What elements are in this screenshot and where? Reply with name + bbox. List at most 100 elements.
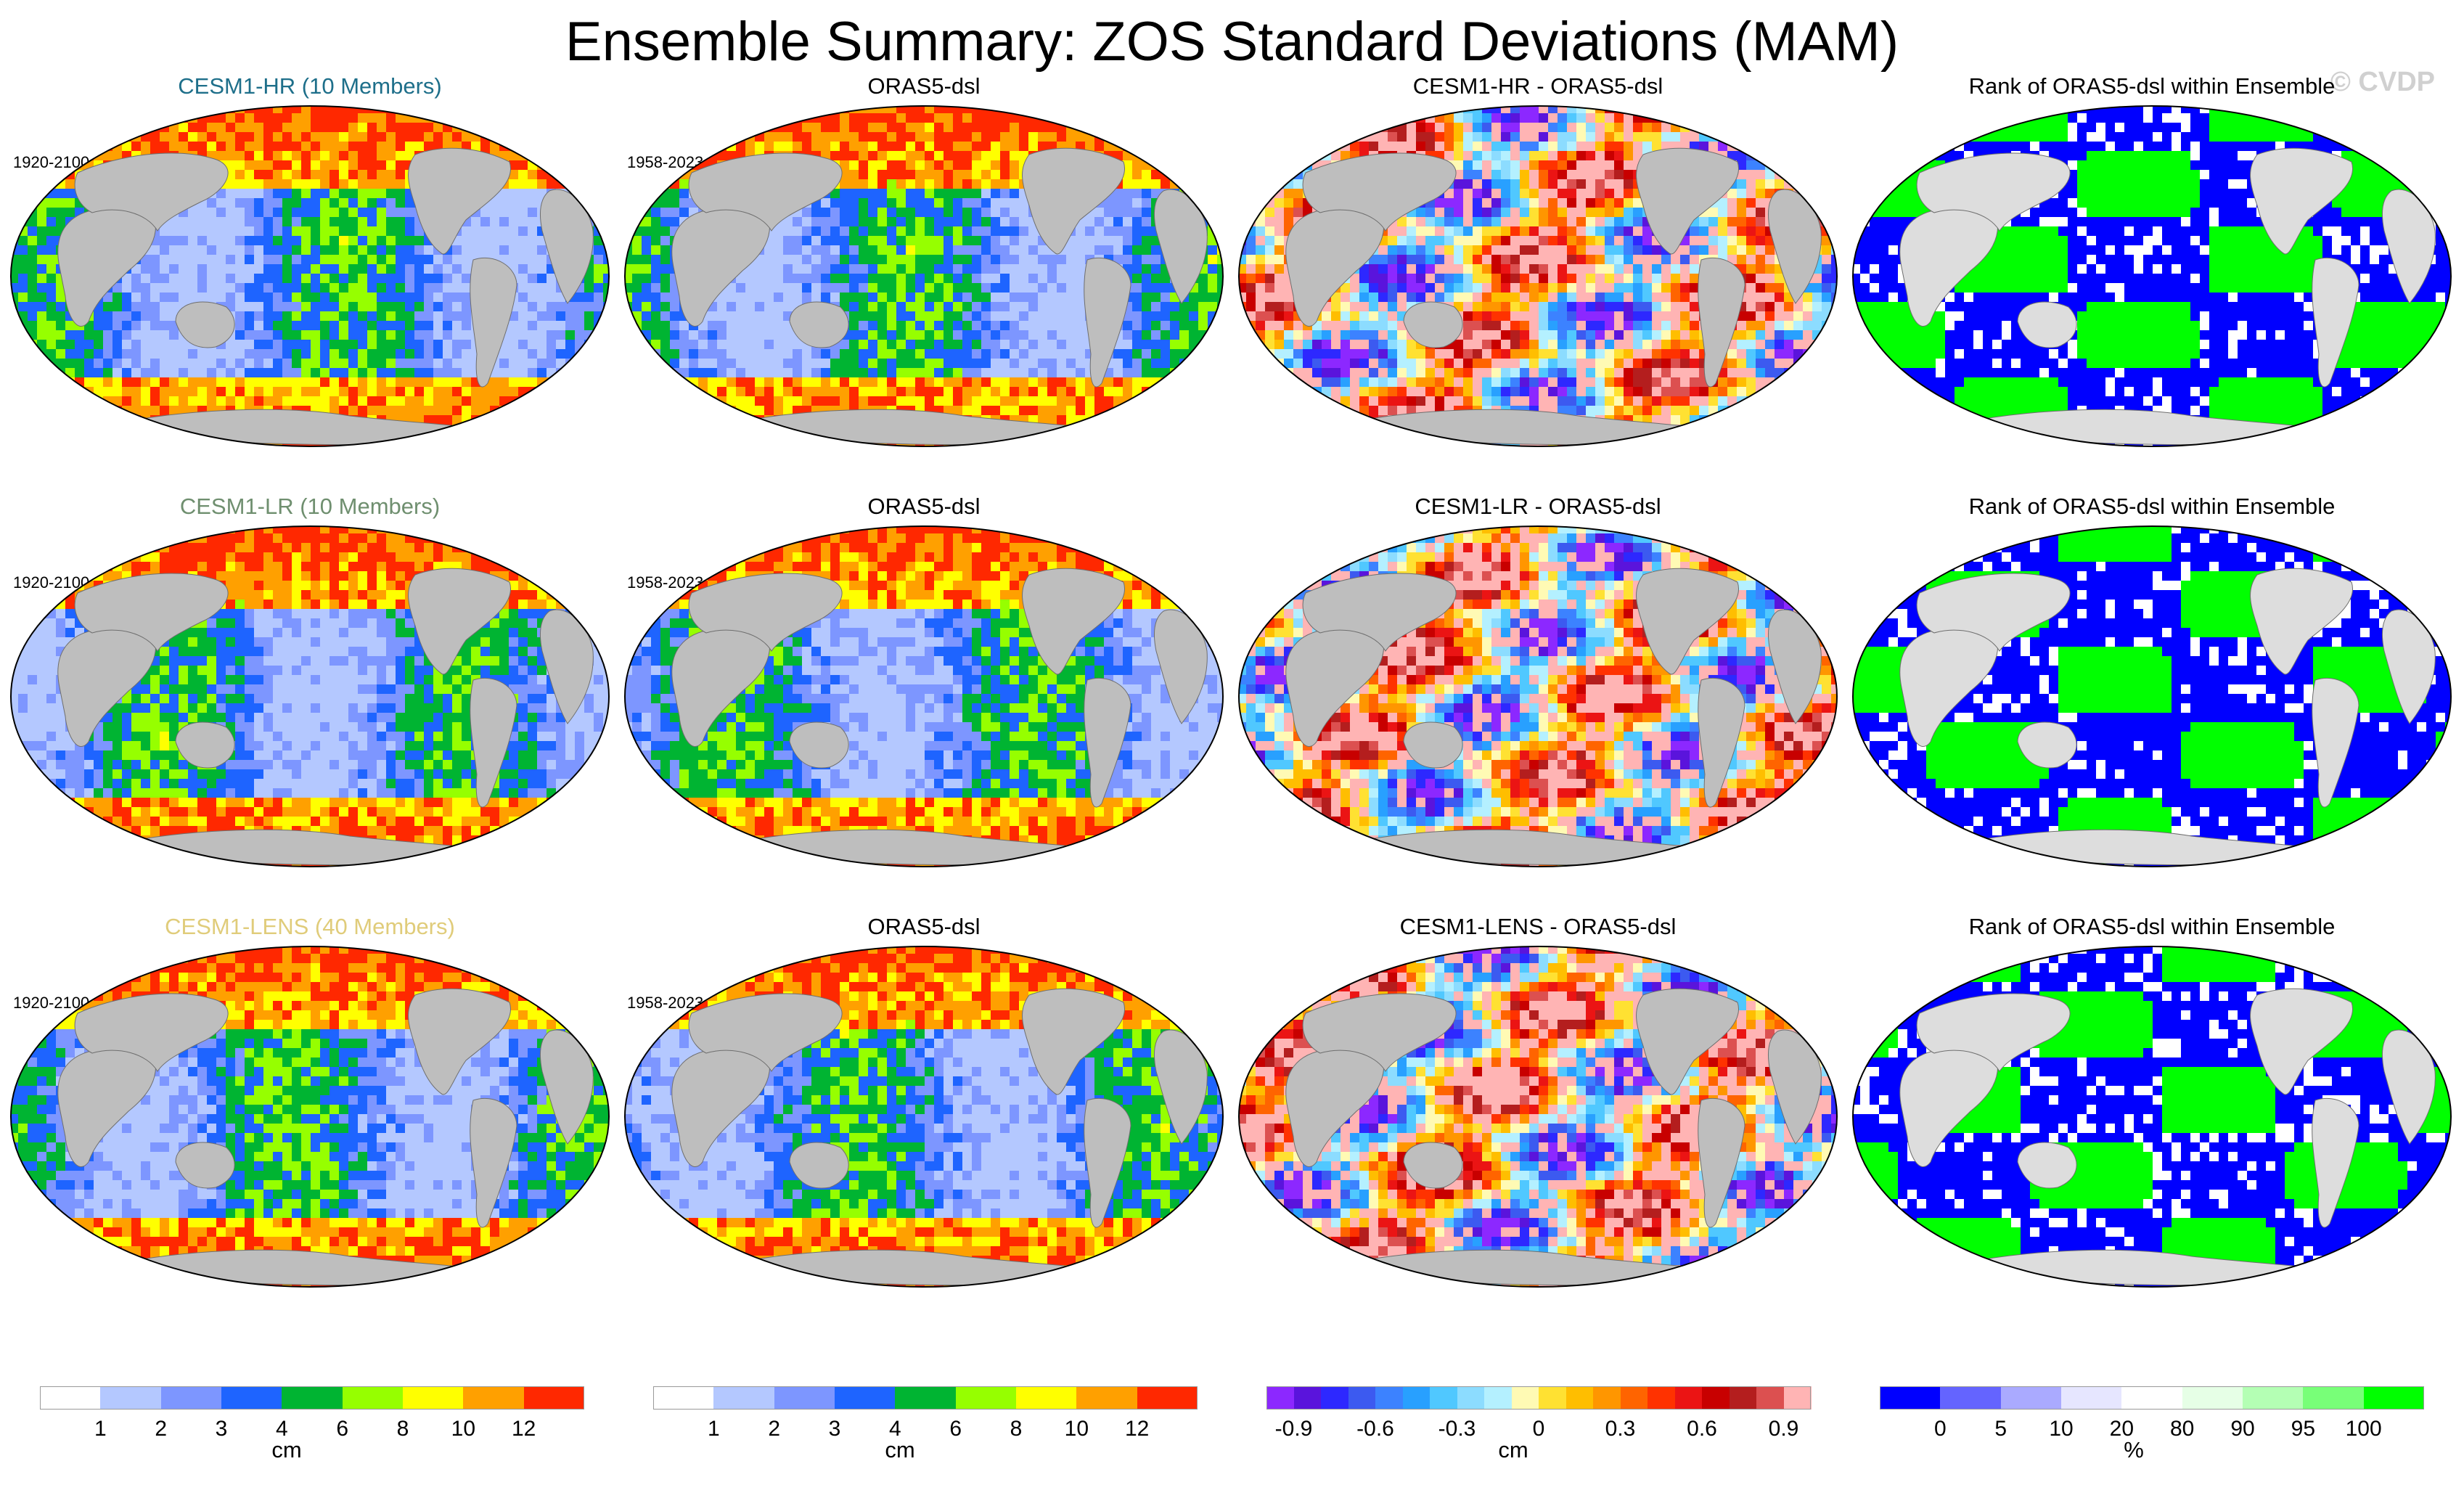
landmass: [671, 1040, 771, 1167]
landmass: [57, 200, 157, 327]
colorbar-swatch: [1402, 1386, 1430, 1410]
colorbar-tick-label: 12: [1125, 1417, 1149, 1441]
model-map: [10, 946, 610, 1288]
landmass: [1899, 1040, 1999, 1167]
colorbar-tick-label: -0.6: [1356, 1417, 1394, 1441]
obs-title: ORAS5-dsl: [626, 494, 1221, 520]
colorbar-swatch: [1457, 1386, 1485, 1410]
landmass: [1084, 1097, 1131, 1228]
landmass: [1636, 988, 1740, 1095]
rank-title: Rank of ORAS5-dsl within Ensemble: [1854, 494, 2449, 520]
colorbar-tick-label: -0.3: [1438, 1417, 1476, 1441]
colorbar-tick-label: 2: [768, 1417, 780, 1441]
colorbar: 1 2 3 4 6 8 10 12 cm: [40, 1386, 585, 1481]
landmass: [175, 301, 235, 348]
landmass: [1698, 1097, 1745, 1228]
landmass: [1285, 1040, 1385, 1167]
colorbar-tick-label: 100: [2346, 1417, 2382, 1441]
landmass: [408, 568, 512, 675]
landmass: [1899, 620, 1999, 747]
colorbar-tick-label: 0: [1934, 1417, 1947, 1441]
colorbar-tick-label: 1: [94, 1417, 107, 1441]
landmass: [175, 1142, 235, 1189]
landmass: [1636, 568, 1740, 675]
landmass: [2250, 988, 2354, 1095]
period-label: 1920-2100: [13, 573, 89, 592]
map-border: [1238, 525, 1838, 867]
map-border: [1238, 946, 1838, 1288]
colorbar-unit: cm: [1498, 1437, 1528, 1463]
map-border: [1852, 525, 2452, 867]
map-border: [1852, 105, 2452, 447]
colorbar-swatch: [955, 1386, 1017, 1410]
colorbar-tick-label: 6: [949, 1417, 962, 1441]
landmass: [74, 993, 229, 1072]
map-border: [1852, 946, 2452, 1288]
colorbar-swatch: [1430, 1386, 1457, 1410]
obs-title: ORAS5-dsl: [626, 914, 1221, 940]
colorbar-swatch: [1702, 1386, 1730, 1410]
model-map: [10, 525, 610, 867]
colorbar-swatch: [403, 1386, 464, 1410]
landmass: [408, 147, 512, 255]
diff-title: CESM1-HR - ORAS5-dsl: [1240, 73, 1835, 99]
difference-map: [1238, 525, 1838, 867]
map-border: [10, 525, 610, 867]
landmass: [1916, 152, 2071, 232]
colorbar-frame: [653, 1386, 1198, 1410]
colorbar-tick-label: 10: [451, 1417, 475, 1441]
colorbar-swatch: [1880, 1386, 1941, 1410]
landmass: [2017, 1142, 2077, 1189]
colorbar-tick-label: 8: [397, 1417, 409, 1441]
colorbar-swatch: [1484, 1386, 1512, 1410]
colorbar-tick-label: 4: [276, 1417, 288, 1441]
colorbar-swatch: [1511, 1386, 1539, 1410]
colorbar-swatch: [1674, 1386, 1703, 1410]
colorbar-tick-label: 4: [889, 1417, 901, 1441]
landmass: [1022, 988, 1126, 1095]
colorbar-swatch: [1375, 1386, 1403, 1410]
colorbar-swatch: [1593, 1386, 1621, 1410]
colorbar-unit: %: [2124, 1437, 2144, 1463]
colorbar-swatch: [1348, 1386, 1376, 1410]
landmass: [2312, 257, 2359, 388]
landmass: [2312, 677, 2359, 808]
landmass: [1302, 993, 1457, 1072]
colorbar-tick-label: 0.3: [1605, 1417, 1636, 1441]
landmass: [2017, 301, 2077, 348]
colorbar-swatch: [2363, 1386, 2425, 1410]
rank-map: [1852, 946, 2452, 1288]
model-title: CESM1-HR (10 Members): [12, 73, 607, 99]
colorbar-tick-label: 0.9: [1769, 1417, 1799, 1441]
landmass: [688, 152, 843, 232]
diff-title: CESM1-LR - ORAS5-dsl: [1240, 494, 1835, 520]
period-label: 1920-2100: [13, 153, 89, 172]
colorbar-swatch: [1783, 1386, 1812, 1410]
colorbar-swatch: [653, 1386, 714, 1410]
landmass: [1636, 147, 1740, 255]
colorbar-swatch: [2000, 1386, 2062, 1410]
landmass: [2250, 147, 2354, 255]
colorbar-swatch: [40, 1386, 101, 1410]
diff-title: CESM1-LENS - ORAS5-dsl: [1240, 914, 1835, 940]
landmass: [1916, 573, 2071, 652]
landmass: [1084, 257, 1131, 388]
colorbar-swatch: [1729, 1386, 1757, 1410]
colorbar-tick-label: -0.9: [1275, 1417, 1313, 1441]
map-border: [624, 105, 1224, 447]
colorbar-swatch: [895, 1386, 957, 1410]
landmass: [74, 152, 229, 232]
period-label: 1920-2100: [13, 994, 89, 1012]
landmass: [2250, 568, 2354, 675]
colorbar-frame: [40, 1386, 584, 1410]
colorbar-swatch: [1940, 1386, 2002, 1410]
landmass: [2312, 1097, 2359, 1228]
model-map: [10, 105, 610, 447]
landmass: [57, 1040, 157, 1167]
colorbar-swatch: [1565, 1386, 1594, 1410]
landmass: [789, 721, 849, 769]
rank-title: Rank of ORAS5-dsl within Ensemble: [1854, 914, 2449, 940]
landmass: [1403, 301, 1463, 348]
landmass: [1302, 152, 1457, 232]
colorbar-swatch: [1266, 1386, 1294, 1410]
